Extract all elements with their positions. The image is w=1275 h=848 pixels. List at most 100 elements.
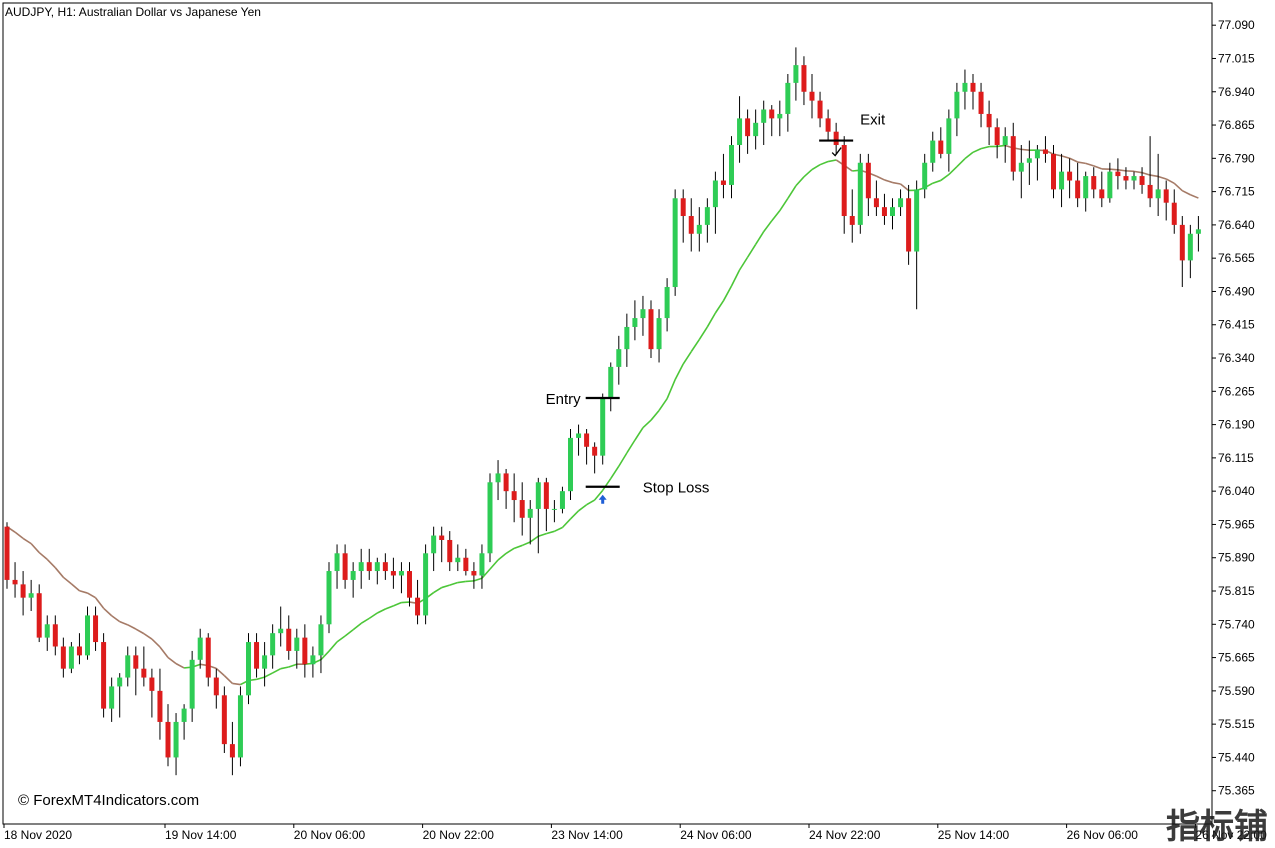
candle-body [825,118,831,132]
candle-body [455,557,461,563]
candle-body [463,557,469,572]
ma-segment [215,667,225,677]
y-tick-label: 77.090 [1218,18,1255,32]
ma-segment [87,592,96,599]
ma-segment [787,185,797,199]
candle [873,180,879,217]
candle [270,624,276,669]
candle [616,335,622,385]
candle-body [696,224,702,234]
y-tick-label: 76.565 [1218,251,1255,265]
y-tick-label: 76.490 [1218,284,1255,298]
ma-segment [827,159,837,163]
ma-segment [569,510,580,520]
candle-body [1075,180,1081,199]
candle [809,74,815,119]
candle [898,189,904,217]
candle [737,96,743,163]
candle-body [543,482,549,509]
candle-body [640,309,646,319]
candle-body [1034,149,1040,159]
candle [543,477,549,532]
candle-body [101,642,107,709]
ma-segment [674,363,684,380]
candle [551,500,557,523]
candle-body [559,491,565,509]
candle-body [76,646,82,656]
ma-segment [771,210,781,222]
candle [165,704,171,767]
candle [117,673,123,718]
candle [865,153,871,217]
candle [833,122,839,154]
candle-body [302,637,308,665]
x-tick-label: 20 Nov 06:00 [294,828,366,842]
corner-mark: 指标铺 [1166,807,1268,847]
ma-segment [320,650,330,661]
y-tick-label: 75.590 [1218,684,1255,698]
ma-segment [232,682,241,686]
ma-segment [497,552,507,561]
candle [729,136,734,199]
candle-body [4,526,10,580]
candle-body [1115,171,1121,177]
candle-body [1002,136,1008,146]
ma-segment [159,646,169,658]
ma-segment [1157,175,1167,180]
candle-body [447,539,453,563]
candle [479,544,485,589]
y-tick-label: 76.415 [1218,318,1255,332]
candle-body [270,633,276,656]
ma-segment [1149,174,1159,178]
ma-segment [256,676,265,681]
candle-body [407,571,412,598]
chart-title: AUDJPY, H1: Australian Dollar vs Japanes… [5,5,261,19]
candle-body [592,446,598,456]
ma-segment [385,605,394,610]
candle-body [318,624,324,656]
candle-body [471,571,477,576]
ma-segment [103,607,113,617]
candle-body [165,721,171,758]
candle-body [1179,224,1185,261]
candle-body [12,579,18,585]
candle [125,646,131,687]
candle-body [970,82,976,92]
ma-segment [586,499,596,506]
candle-body [246,642,251,696]
y-tick-label: 76.265 [1218,384,1255,398]
candle-body [720,180,726,185]
candle [1075,162,1081,208]
ma-segment [642,419,652,429]
entry-label: Entry [546,391,582,408]
candle-body [745,118,751,137]
ma-segment [505,547,515,555]
ma-segment [119,620,129,626]
candle-body [237,695,243,758]
candle-body [479,553,485,576]
candle [704,198,710,243]
candle-body [873,198,879,208]
ma-segment [1085,162,1094,167]
candle [978,82,984,128]
candle [20,571,26,616]
candle-body [366,562,372,572]
candle [680,189,686,243]
candle-body [1059,171,1065,190]
candle [229,721,235,776]
candle-body [1155,189,1161,199]
ma-segment [546,530,555,535]
candle [173,713,179,776]
y-tick-label: 75.740 [1218,617,1255,631]
candle [624,313,630,367]
y-tick-label: 75.815 [1218,584,1255,598]
candle-body [1187,233,1193,261]
ma-segment [698,326,709,340]
exit-label: Exit [860,112,886,129]
candle-body [1026,158,1032,163]
candle [1171,189,1177,234]
ma-segment [900,183,910,192]
candle [930,131,936,172]
candle-body [841,145,847,217]
ma-segment [626,439,636,454]
